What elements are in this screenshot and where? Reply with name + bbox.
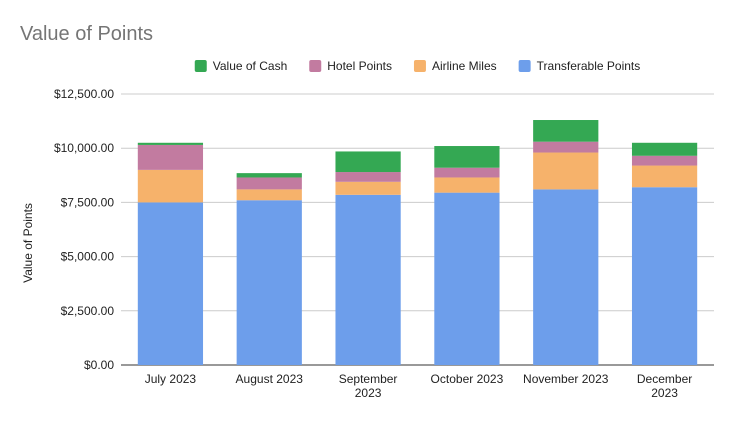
x-tick-label-line: August 2023	[236, 372, 304, 386]
legend-swatch	[309, 60, 322, 72]
bar-segment-hotel-points	[236, 177, 302, 190]
bar-segment-airline-miles	[533, 152, 599, 190]
y-tick-label: $12,500.00	[54, 87, 114, 101]
x-tick-label: September 2023	[339, 372, 398, 400]
y-tick-label: $5,000.00	[61, 250, 115, 264]
bar-segment-transferable-points	[236, 200, 302, 365]
x-tick-label: August 2023	[236, 372, 304, 386]
legend-swatch	[194, 60, 207, 72]
bar-segment-airline-miles	[335, 181, 401, 195]
x-tick-label-line: July 2023	[145, 372, 197, 386]
bar-segment-value-of-cash	[533, 120, 599, 142]
legend-label: Transferable Points	[537, 59, 641, 73]
chart-title: Value of Points	[20, 23, 153, 45]
bar-segment-transferable-points	[137, 202, 204, 365]
bar-segment-transferable-points	[533, 189, 599, 365]
legend-item-transferable-points: Transferable Points	[518, 59, 641, 73]
bar-segment-hotel-points	[335, 172, 401, 182]
x-tick-label: July 2023	[145, 372, 197, 386]
bar-segment-airline-miles	[137, 169, 204, 203]
x-tick-label: December 2023	[637, 372, 692, 400]
bar-segment-transferable-points	[434, 192, 500, 365]
legend-item-airline-miles: Airline Miles	[413, 59, 497, 73]
x-tick-label-line: September	[339, 372, 398, 386]
bar-segment-value-of-cash	[137, 142, 204, 145]
bar-segment-value-of-cash	[236, 173, 302, 178]
bar-segment-transferable-points	[335, 194, 401, 365]
legend-label: Hotel Points	[327, 59, 392, 73]
bar-segment-hotel-points	[434, 167, 500, 178]
bar-segment-hotel-points	[631, 155, 698, 166]
legend-swatch	[518, 60, 531, 72]
legend-item-hotel-points: Hotel Points	[309, 59, 392, 73]
gridlines	[121, 93, 714, 366]
y-axis: $0.00 $2,500.00 $5,000.00 $7,500.00 $10,000.…	[54, 87, 114, 372]
x-tick-label-line: November 2023	[523, 372, 609, 386]
y-tick-label: $7,500.00	[61, 195, 115, 209]
x-tick-label: November 2023	[523, 372, 609, 386]
y-tick-label: $10,000.00	[54, 141, 114, 155]
bar-segment-airline-miles	[434, 177, 500, 193]
x-tick-label-line: 2023	[651, 386, 678, 400]
bar-segment-hotel-points	[533, 141, 599, 153]
x-axis: July 2023 August 2023 September 2023October…	[145, 372, 693, 400]
bar-segment-airline-miles	[631, 165, 698, 188]
x-tick-label-line: December	[637, 372, 692, 386]
y-tick-label: $2,500.00	[61, 304, 115, 318]
bar-segment-transferable-points	[631, 187, 698, 365]
legend-swatch	[413, 60, 426, 72]
legend-label: Value of Cash	[213, 59, 288, 73]
legend: Value of Cash Hotel Points Airline Miles Tr…	[194, 59, 641, 73]
x-tick-label-line: October 2023	[431, 372, 504, 386]
x-tick-label-line: 2023	[355, 386, 382, 400]
y-axis-title: Value of Points	[21, 203, 35, 283]
bar-segment-airline-miles	[236, 189, 302, 201]
legend-item-value-of-cash: Value of Cash	[194, 59, 288, 73]
bars	[137, 120, 698, 365]
bar-segment-hotel-points	[137, 144, 204, 170]
bar-segment-value-of-cash	[631, 142, 698, 156]
bar-segment-value-of-cash	[434, 146, 500, 168]
y-tick-label: $0.00	[84, 358, 114, 372]
bar-segment-value-of-cash	[335, 151, 401, 173]
x-tick-label: October 2023	[431, 372, 504, 386]
legend-label: Airline Miles	[432, 59, 497, 73]
